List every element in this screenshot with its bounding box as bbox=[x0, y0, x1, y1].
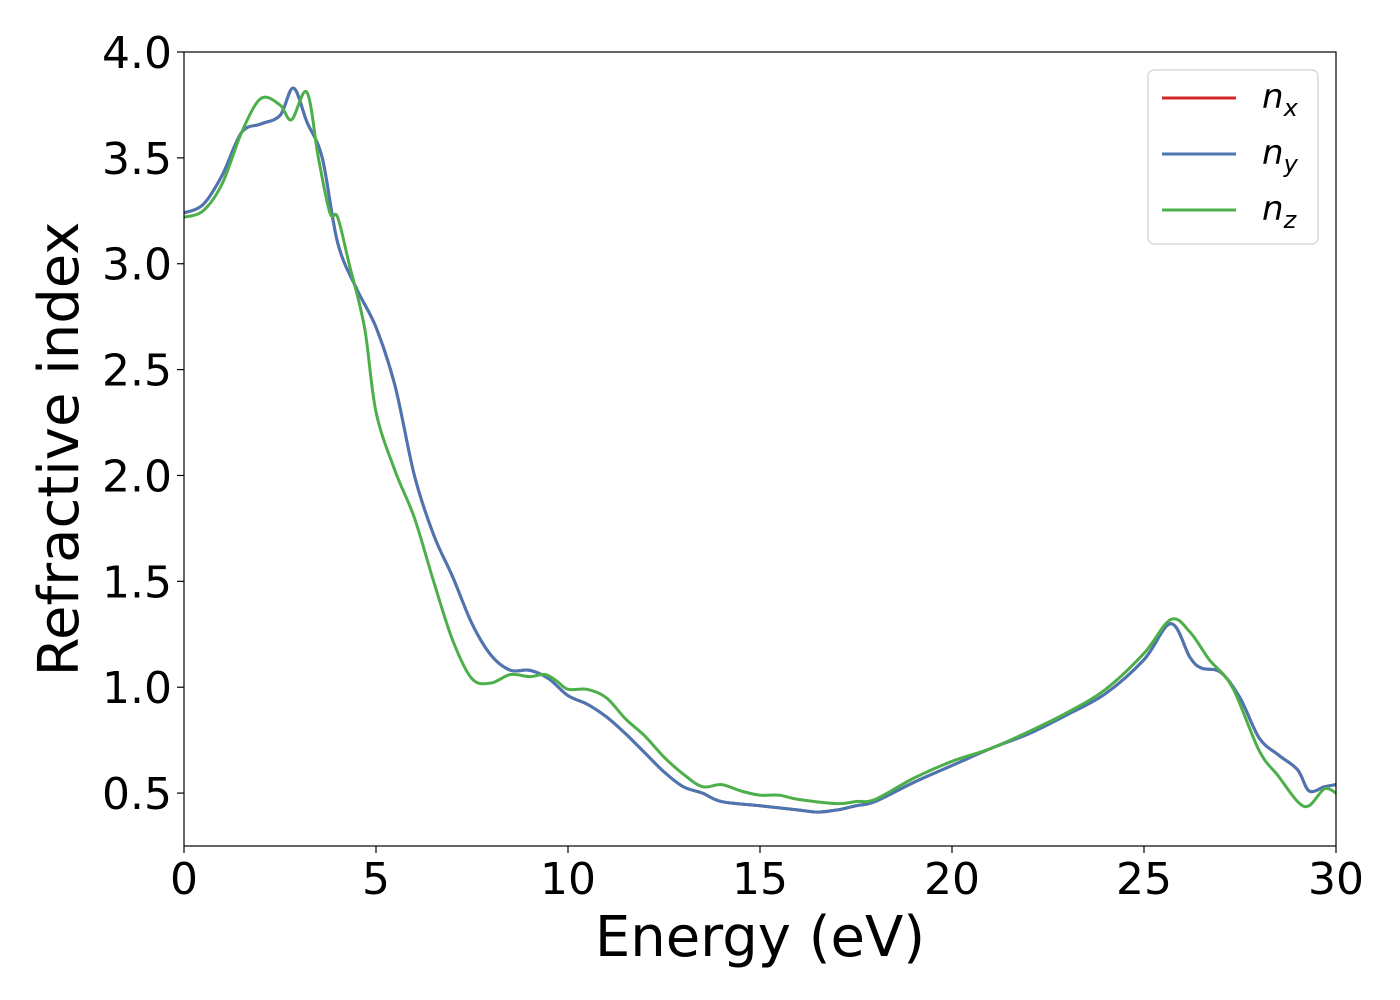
y-tick-label: 0.5 bbox=[102, 769, 172, 820]
y-tick-label: 3.0 bbox=[102, 240, 172, 291]
x-tick-label: 30 bbox=[1308, 854, 1364, 905]
ticks: 0 5 10 15 20 25 30 0.5 1.0 1.5 2.0 2.5 3.0 3.5 4.0 bbox=[102, 28, 1364, 905]
legend-label-nx: nx bbox=[1262, 77, 1299, 122]
legend-subscript: x bbox=[1283, 94, 1299, 122]
series-line-nz bbox=[184, 90, 1336, 809]
y-tick-label: 2.0 bbox=[102, 451, 172, 502]
x-tick-label: 25 bbox=[1116, 854, 1172, 905]
x-tick-label: 20 bbox=[924, 854, 980, 905]
legend-label-ny: ny bbox=[1262, 133, 1299, 178]
plot-area bbox=[184, 52, 1336, 846]
legend-label-nz: nz bbox=[1262, 189, 1298, 234]
plot-background bbox=[184, 52, 1336, 846]
series-layer bbox=[184, 86, 1336, 814]
y-tick-label: 3.5 bbox=[102, 134, 172, 185]
y-tick-label: 4.0 bbox=[102, 28, 172, 79]
legend-subscript: y bbox=[1283, 150, 1299, 178]
legend-symbol: n bbox=[1262, 189, 1284, 229]
x-tick-label: 5 bbox=[362, 854, 390, 905]
y-axis-label: Refractive index bbox=[27, 222, 92, 677]
y-tick-label: 1.0 bbox=[102, 663, 172, 714]
legend-symbol: n bbox=[1262, 77, 1284, 117]
x-tick-label: 15 bbox=[732, 854, 788, 905]
legend-box bbox=[1147, 69, 1319, 245]
y-tick-label: 2.5 bbox=[102, 346, 172, 397]
x-tick-label: 10 bbox=[540, 854, 596, 905]
x-tick-label: 0 bbox=[170, 854, 198, 905]
y-tick-label: 1.5 bbox=[102, 557, 172, 608]
x-axis-label: Energy (eV) bbox=[595, 905, 925, 970]
series-line-ny bbox=[184, 86, 1336, 814]
legend-subscript: z bbox=[1283, 206, 1298, 234]
legend-symbol: n bbox=[1262, 133, 1284, 173]
